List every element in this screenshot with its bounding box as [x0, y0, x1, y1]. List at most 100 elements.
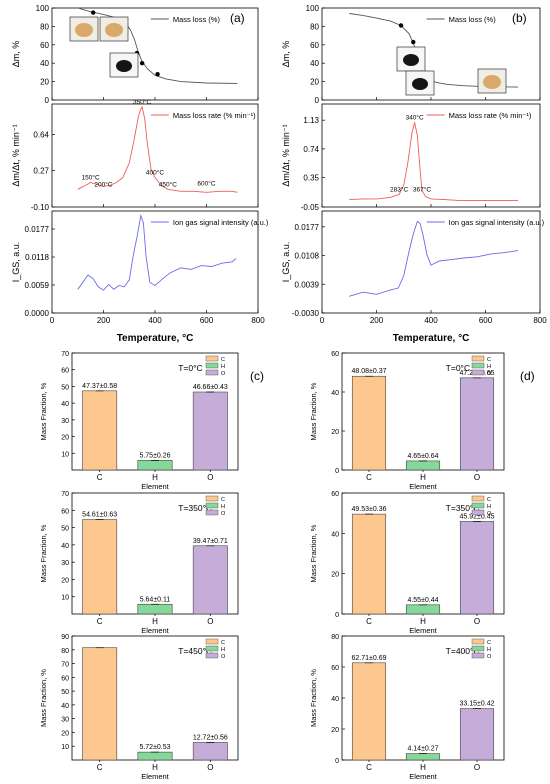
y-tick-label: 60 [331, 665, 339, 672]
y-tick-label: 0.0118 [25, 253, 49, 262]
peak-annotation: 150°C [82, 173, 100, 181]
y-tick-label: 20 [331, 572, 339, 579]
bar-value-label-H: 5.75±0.26 [139, 452, 170, 459]
y-tick-label: 60 [331, 491, 339, 498]
x-tick-label: H [420, 617, 426, 626]
x-tick-label: O [474, 473, 480, 482]
legend-swatch-C [471, 638, 485, 645]
legend-label-H: H [487, 364, 491, 370]
peak-annotation: 367°C [413, 185, 431, 193]
x-tick-label: 200 [97, 316, 111, 325]
y-axis-title: Mass Fraction, % [39, 524, 48, 582]
legend-label: Mass loss (%) [449, 15, 497, 24]
chart-title: T=0°C [446, 363, 470, 373]
panel-label-c: (c) [250, 369, 264, 383]
legend-swatch-H [471, 502, 485, 509]
y-tick-label: 0.0177 [25, 225, 50, 234]
sample-marker [91, 10, 96, 15]
y-axis-title: I_GS, a.u. [281, 242, 291, 283]
bar-value-label-C: 54.61±0.63 [82, 512, 117, 519]
y-tick-label: 100 [306, 4, 320, 13]
sample-photo-5 [412, 78, 428, 90]
legend-label: Ion gas signal intensity (a.u.) [173, 218, 269, 227]
y-tick-label: 30 [61, 560, 69, 567]
peak-annotation: 450°C [159, 180, 177, 188]
x-axis-title: Temperature, °C [117, 333, 194, 344]
legend-swatch-C [205, 638, 219, 645]
bar-value-label-O: 46.66±0.43 [193, 384, 228, 391]
y-tick-label: 80 [331, 634, 339, 641]
y-tick-label: -0.10 [31, 203, 50, 212]
bar-O [192, 545, 228, 615]
x-tick-label: 800 [533, 316, 547, 325]
y-tick-label: -0.05 [301, 203, 320, 212]
x-tick-label: 0 [320, 316, 325, 325]
x-tick-label: H [152, 473, 158, 482]
bar-C [82, 519, 118, 615]
x-tick-label: 0 [50, 316, 55, 325]
y-tick-label: 50 [61, 689, 69, 696]
panel-label-a: (a) [230, 11, 245, 25]
legend-label-C: C [221, 497, 225, 503]
y-tick-label: 10 [61, 595, 69, 602]
y-tick-label: 40 [40, 59, 49, 68]
chart-title: T=350°C [446, 503, 480, 513]
x-tick-label: C [97, 473, 103, 482]
legend-label: Mass loss rate (% min⁻¹) [173, 111, 256, 120]
bar-O [459, 521, 495, 615]
legend-swatch-H [471, 645, 485, 652]
legend-label-C: C [221, 357, 225, 363]
y-tick-label: 0 [335, 758, 339, 765]
y-tick-label: 80 [310, 22, 319, 31]
y-tick-label: 40 [61, 401, 69, 408]
legend-label-C: C [487, 357, 491, 363]
x-tick-label: O [207, 473, 213, 482]
y-tick-label: 0.0108 [295, 252, 320, 261]
y-tick-label: 40 [310, 59, 319, 68]
y-tick-label: 60 [61, 508, 69, 515]
x-axis-title: Element [141, 482, 169, 491]
legend-label-O: O [221, 371, 226, 377]
bar-C [82, 390, 118, 471]
series-line-Ion gas signal intensity (a.u.) [77, 213, 237, 291]
legend-label-O: O [487, 654, 492, 660]
y-tick-label: 40 [331, 696, 339, 703]
legend-label-O: O [487, 371, 492, 377]
bar-C [351, 375, 387, 471]
legend-swatch-C [471, 355, 485, 362]
series-line-Mass loss rate (% min⁻¹) [349, 122, 519, 201]
y-axis-title: Δm/Δt, % min⁻¹ [281, 124, 291, 186]
bar-O [192, 391, 228, 471]
series-line-Ion gas signal intensity (a.u.) [349, 220, 519, 297]
series-line-Mass loss (%) [77, 7, 238, 84]
legend-label-H: H [487, 504, 491, 510]
bar-value-label-O: 39.47±0.71 [193, 538, 228, 545]
legend-swatch-O [205, 652, 219, 659]
y-tick-label: 0.0177 [295, 223, 320, 232]
x-tick-label: C [366, 473, 372, 482]
legend-swatch-C [471, 495, 485, 502]
legend-swatch-O [205, 509, 219, 516]
x-tick-label: O [474, 763, 480, 772]
legend-label-O: O [487, 511, 492, 517]
y-tick-label: 0.35 [303, 174, 319, 183]
x-tick-label: 800 [251, 316, 265, 325]
legend-label-H: H [221, 647, 225, 653]
bar-H [137, 460, 173, 471]
bar-O [459, 708, 495, 761]
panel-label-d: (d) [520, 369, 535, 383]
x-axis-title: Temperature, °C [393, 333, 470, 344]
y-tick-label: 0.0000 [25, 309, 50, 318]
bar-value-label-H: 4.55±0.44 [407, 597, 438, 604]
legend-label-O: O [221, 654, 226, 660]
bar-value-label-O: 33.15±0.42 [460, 701, 495, 708]
y-tick-label: 70 [61, 491, 69, 498]
bar-value-label-C: 49.53±0.36 [352, 506, 387, 513]
y-tick-label: 0.74 [303, 145, 319, 154]
legend-label: Ion gas signal intensity (a.u.) [449, 218, 545, 227]
y-tick-label: 60 [40, 41, 49, 50]
peak-annotation: 350°C [133, 98, 151, 106]
bar-H [405, 604, 441, 615]
y-axis-title: I_GS, a.u. [11, 242, 21, 283]
